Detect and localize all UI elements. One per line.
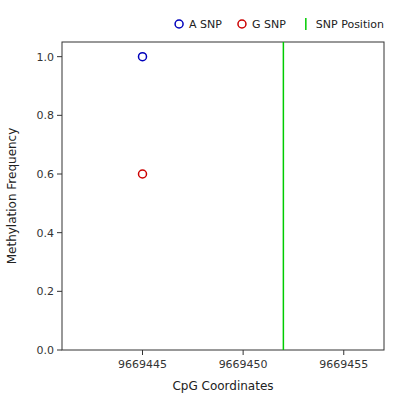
x-tick-label: 9669455 [319,358,368,371]
y-tick [57,174,62,175]
legend-item: SNP Position [306,18,384,31]
y-tick [57,56,62,57]
background [0,0,400,400]
legend-item: A SNP [175,18,222,31]
legend-swatch [305,18,307,30]
x-axis-label: CpG Coordinates [172,379,273,393]
marks [139,42,284,350]
y-tick-label: 1.0 [37,51,55,64]
snp-position-line [283,42,285,350]
y-tick [57,350,62,351]
legend-label: A SNP [189,18,222,31]
y-tick [57,232,62,233]
x-tick [142,350,143,355]
x-tick-label: 9669450 [219,358,268,371]
x-tick [343,350,344,355]
y-tick-label: 0.0 [37,344,55,357]
x-tick-label: 9669445 [118,358,167,371]
y-tick-label: 0.8 [37,109,55,122]
y-axis-label: Methylation Frequency [5,128,19,265]
scatter-point [139,53,147,61]
legend-label: G SNP [252,18,286,31]
scatter-point [139,170,147,178]
y-tick-label: 0.6 [37,168,55,181]
chart: 0.0 0.2 0.4 0.6 0.8 1.0 9669445 9669450 9669455 C… [0,0,400,400]
y-tick-label: 0.2 [37,285,55,298]
legend-label: SNP Position [316,18,384,31]
y-tick [57,291,62,292]
y-tick-label: 0.4 [37,227,55,240]
legend-swatch [238,20,246,28]
plot-frame [62,42,384,350]
legend-item: G SNP [238,18,286,31]
legend-swatch [175,20,183,28]
legend: A SNP G SNP SNP Position [175,18,384,31]
y-tick [57,115,62,116]
x-tick [243,350,244,355]
